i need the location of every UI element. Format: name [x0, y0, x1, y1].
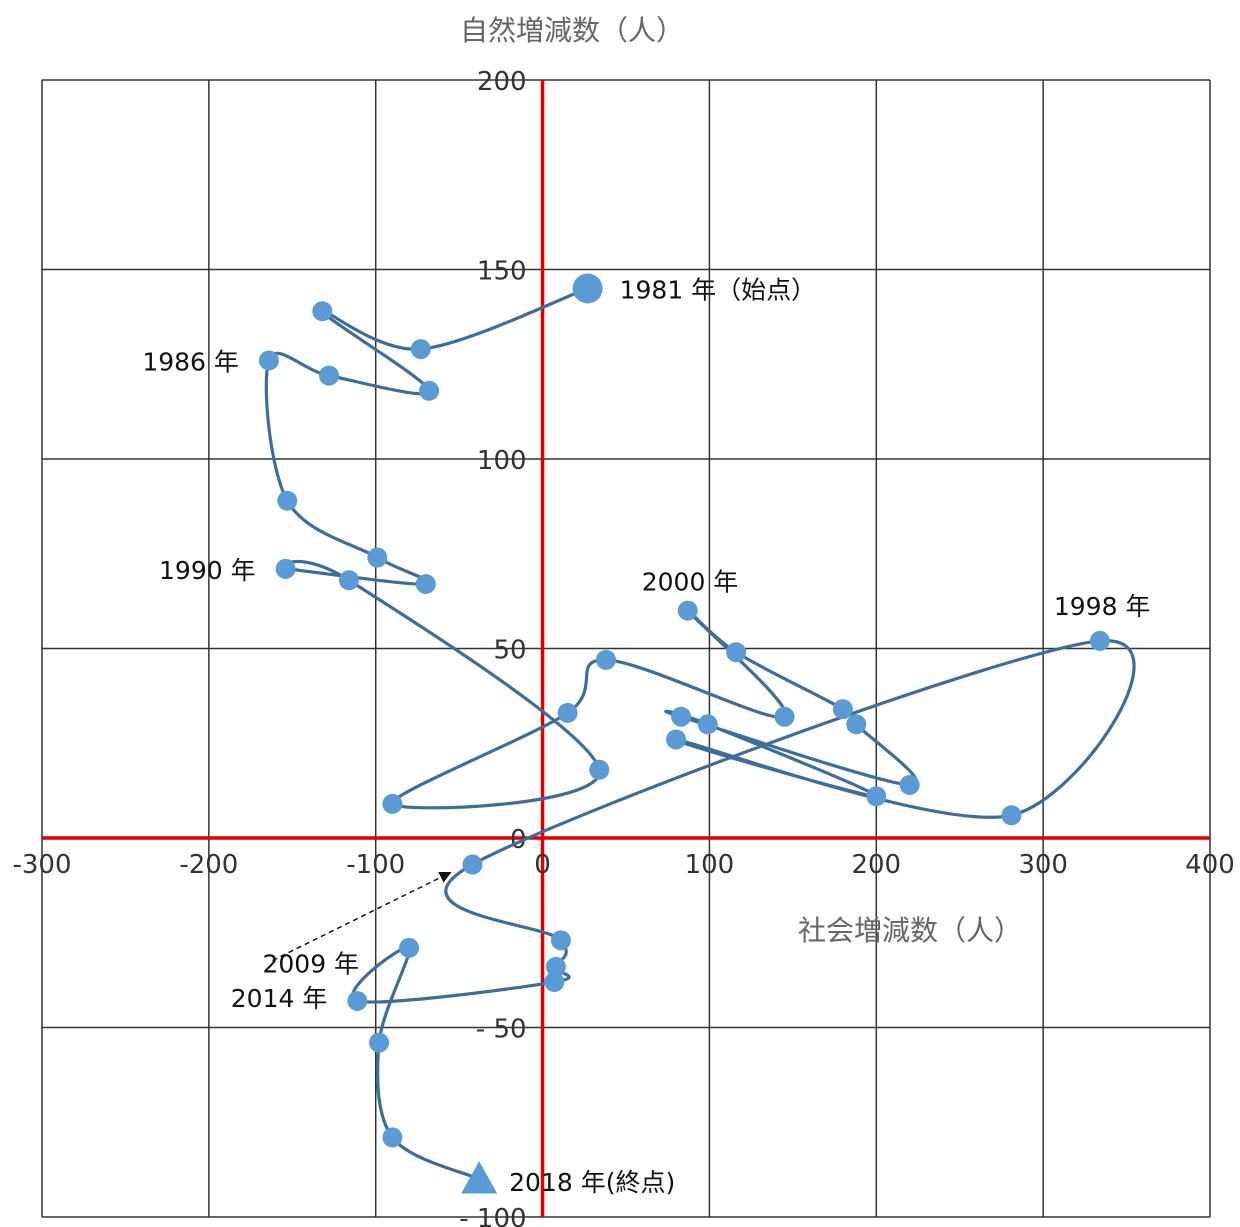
data-point	[671, 706, 692, 727]
data-point	[339, 570, 360, 591]
y-tick-label: - 50	[476, 1015, 527, 1045]
data-point	[275, 558, 296, 579]
start-point-marker	[572, 273, 603, 304]
data-point	[367, 547, 388, 568]
x-tick-label: 400	[1185, 850, 1235, 880]
data-point	[347, 990, 368, 1011]
data-point	[846, 714, 867, 735]
data-point	[369, 1032, 390, 1053]
x-tick-label: -200	[179, 850, 238, 880]
data-point	[832, 699, 853, 720]
data-point	[550, 930, 571, 951]
data-point	[589, 759, 610, 780]
data-point	[419, 380, 440, 401]
annotation-label: 1986 年	[142, 347, 239, 376]
annotation-label: 2014 年	[231, 984, 328, 1013]
y-tick-label: 100	[477, 446, 527, 476]
x-tick-label: -100	[346, 850, 405, 880]
data-point	[899, 774, 920, 795]
data-point	[258, 350, 279, 371]
annotation-label: 1998 年	[1054, 592, 1151, 621]
y-tick-label: 200	[477, 67, 527, 97]
annotations: 1981 年（始点） 1986 年 1990 年 2000 年 1998 年 2009 年…	[142, 275, 1150, 1197]
annotation-label: 2009 年	[262, 950, 359, 979]
data-point	[318, 365, 339, 386]
data-point	[1089, 630, 1110, 651]
data-point	[545, 956, 566, 977]
trajectory-line	[264, 286, 1136, 1181]
data-point	[866, 786, 887, 807]
data-point	[382, 1127, 403, 1148]
data-point	[697, 714, 718, 735]
data-point	[726, 642, 747, 663]
data-point	[557, 702, 578, 723]
annotation-arrow	[272, 871, 452, 962]
y-axis-title: 自然増減数（人）	[460, 14, 684, 47]
x-tick-label: 100	[685, 850, 735, 880]
annotation-label: 2018 年(終点)	[509, 1168, 675, 1197]
data-point	[399, 937, 420, 958]
x-tick-label: 200	[851, 850, 901, 880]
annotation-label: 1981 年（始点）	[620, 275, 817, 304]
x-axis-title: 社会増減数（人）	[798, 914, 1022, 947]
data-point	[415, 574, 436, 595]
data-point	[410, 339, 431, 360]
data-point	[666, 729, 687, 750]
data-point	[277, 490, 298, 511]
y-tick-label: 150	[477, 257, 527, 287]
tick-labels: -300 -200 -100 0 100 200 300 400 200 150 100 50 0 - 5…	[12, 67, 1234, 1227]
end-point-marker	[461, 1161, 498, 1194]
annotation-label: 2000 年	[642, 568, 739, 597]
data-point	[677, 600, 698, 621]
data-point	[595, 649, 616, 670]
data-points	[258, 273, 1110, 1194]
data-point	[382, 793, 403, 814]
data-point	[312, 301, 333, 322]
data-point	[774, 706, 795, 727]
y-tick-label: - 100	[459, 1204, 526, 1227]
x-tick-label: -300	[12, 850, 71, 880]
annotation-label: 1990 年	[159, 556, 256, 585]
data-point	[1001, 805, 1022, 826]
x-tick-label: 300	[1018, 850, 1068, 880]
data-point	[544, 972, 565, 993]
x-tick-label: 0	[534, 850, 551, 880]
data-point	[462, 854, 483, 875]
trajectory-curve	[264, 286, 1136, 1181]
zero-axes	[42, 80, 1210, 1217]
y-tick-label: 50	[493, 636, 526, 666]
y-tick-label: 0	[510, 825, 527, 855]
grid	[41, 79, 1211, 1218]
